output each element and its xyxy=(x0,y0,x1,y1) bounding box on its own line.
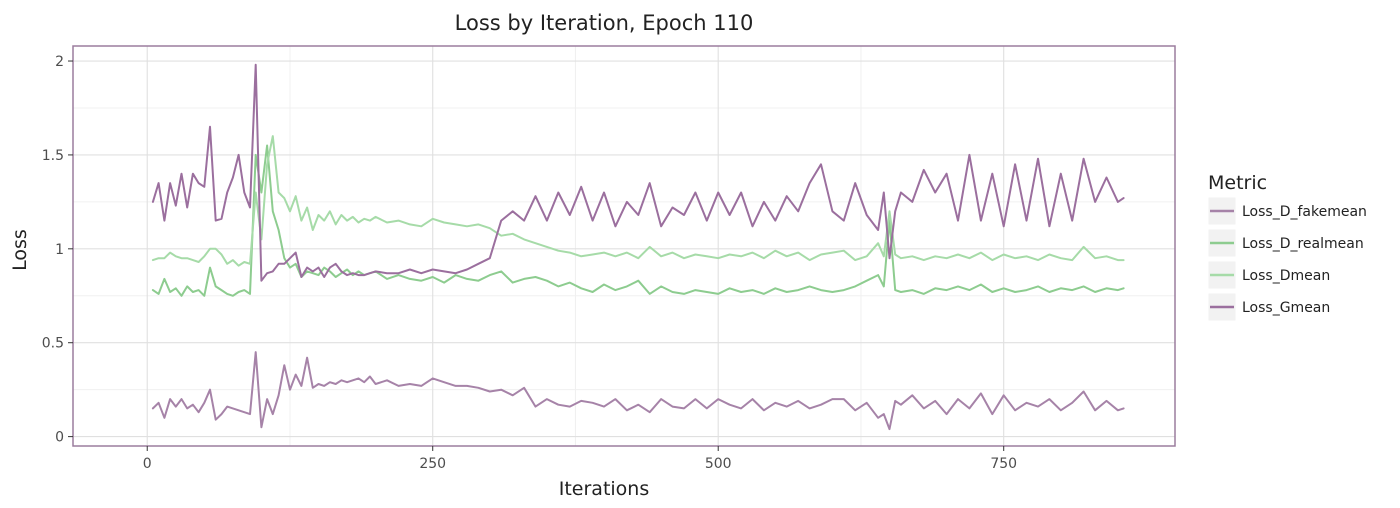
series-line-loss-d-fakemean xyxy=(151,351,1125,431)
x-axis-ticks: 0 250 500 750 xyxy=(143,446,1017,472)
legend-item-loss-gmean: Loss_Gmean xyxy=(1207,292,1330,322)
plot-panel xyxy=(72,45,1176,447)
legend-title: Metric xyxy=(1208,172,1267,194)
x-tick-label: 500 xyxy=(705,456,732,472)
y-tick-label: 1 xyxy=(55,242,64,258)
panel-background xyxy=(73,46,1175,446)
y-axis-title: Loss xyxy=(9,229,31,271)
y-tick-label: 1.5 xyxy=(42,148,64,164)
x-tick-label: 250 xyxy=(419,456,446,472)
series-line-loss-dmean xyxy=(151,135,1125,267)
major-gridlines xyxy=(73,46,1175,446)
legend-item-loss-d-fakemean: Loss_D_fakemean xyxy=(1207,196,1367,226)
series-line-loss-d-realmean xyxy=(151,144,1125,297)
panel-border xyxy=(72,45,1176,447)
series-layer xyxy=(151,63,1125,431)
chart-title: Loss by Iteration, Epoch 110 xyxy=(455,11,754,35)
legend-label: Loss_D_fakemean xyxy=(1242,204,1367,220)
legend-item-loss-dmean: Loss_Dmean xyxy=(1207,260,1330,290)
y-tick-label: 0.5 xyxy=(42,336,64,352)
y-tick-label: 0 xyxy=(55,430,64,446)
legend-label: Loss_D_realmean xyxy=(1242,236,1364,252)
legend-item-loss-d-realmean: Loss_D_realmean xyxy=(1207,228,1364,258)
legend: Metric Loss_D_fakemeanLoss_D_realmeanLos… xyxy=(1207,172,1367,322)
x-tick-label: 0 xyxy=(143,456,152,472)
x-axis-title: Iterations xyxy=(559,478,650,500)
y-axis-ticks: 0 0.5 1 1.5 2 xyxy=(42,54,73,446)
legend-items: Loss_D_fakemean Loss_D_realmean Loss_Dmean… xyxy=(1207,196,1367,322)
series-line-loss-gmean xyxy=(151,63,1125,282)
legend-label: Loss_Dmean xyxy=(1242,268,1330,284)
x-tick-label: 750 xyxy=(990,456,1017,472)
legend-label: Loss_Gmean xyxy=(1242,300,1330,316)
y-tick-label: 2 xyxy=(55,54,64,70)
